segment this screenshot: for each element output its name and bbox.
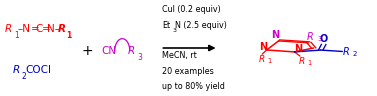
Text: CuI (0.2 equiv): CuI (0.2 equiv) — [162, 5, 221, 14]
Text: R: R — [343, 47, 349, 57]
Text: 1: 1 — [66, 31, 71, 40]
Text: 20 examples: 20 examples — [162, 67, 214, 76]
Text: O: O — [320, 34, 328, 44]
Text: R: R — [307, 32, 314, 42]
Text: up to 80% yield: up to 80% yield — [162, 82, 225, 91]
Text: R: R — [299, 57, 305, 66]
Text: CN: CN — [102, 46, 117, 56]
Text: 2: 2 — [21, 72, 26, 81]
Text: N (2.5 equiv): N (2.5 equiv) — [175, 21, 227, 30]
Text: C: C — [36, 24, 43, 34]
Text: MeCN, rt: MeCN, rt — [162, 51, 197, 60]
Text: Et: Et — [162, 21, 170, 30]
Text: R: R — [128, 46, 135, 56]
Text: N: N — [294, 44, 302, 54]
Text: N: N — [271, 30, 279, 40]
Text: 3: 3 — [172, 28, 176, 33]
Text: R: R — [5, 24, 12, 34]
Text: 3: 3 — [137, 53, 142, 62]
Text: R: R — [12, 65, 20, 75]
Text: 3: 3 — [317, 36, 322, 42]
Text: R: R — [258, 55, 265, 64]
Text: –N: –N — [18, 24, 31, 34]
Text: 1: 1 — [267, 58, 271, 64]
Text: N–: N– — [47, 24, 60, 34]
Text: 2: 2 — [352, 51, 357, 57]
Text: R: R — [58, 24, 66, 34]
Text: =: = — [31, 24, 39, 34]
Text: =: = — [42, 24, 51, 34]
Text: 1: 1 — [307, 60, 311, 66]
Text: N: N — [259, 42, 267, 52]
Text: +: + — [82, 44, 93, 58]
Text: 1: 1 — [14, 31, 18, 40]
Text: COCl: COCl — [25, 65, 51, 75]
